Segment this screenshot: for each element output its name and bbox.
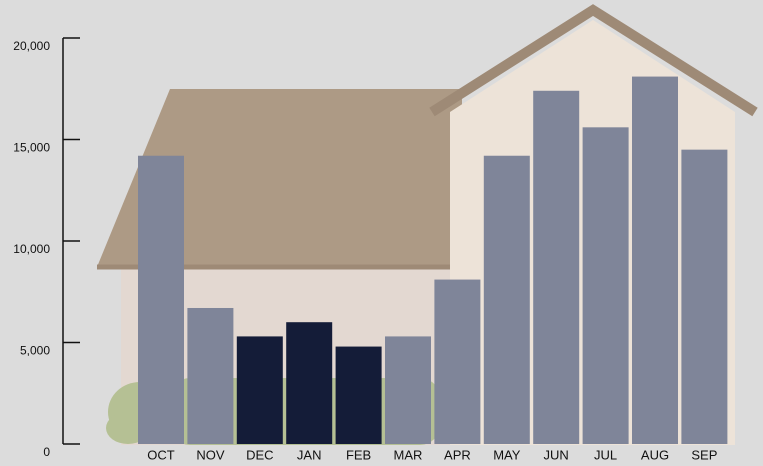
bar xyxy=(138,156,184,444)
x-tick-label: JAN xyxy=(297,447,322,462)
x-tick-label: APR xyxy=(444,447,471,462)
y-tick-label: 10,000 xyxy=(13,242,50,256)
bar xyxy=(583,127,629,444)
bar xyxy=(286,322,332,444)
x-tick-label: AUG xyxy=(641,447,669,462)
x-tick-label: MAY xyxy=(493,447,521,462)
y-tick-label: 0 xyxy=(43,445,50,459)
x-tick-label: MAR xyxy=(394,447,423,462)
bar xyxy=(385,336,431,444)
y-tick-label: 20,000 xyxy=(13,39,50,53)
bar xyxy=(533,91,579,444)
x-tick-label: DEC xyxy=(246,447,273,462)
bar xyxy=(336,347,382,444)
bar xyxy=(237,336,283,444)
bar xyxy=(434,280,480,444)
page: {"chart_data": {"type": "bar", "categori… xyxy=(0,0,763,466)
bar xyxy=(632,77,678,444)
x-tick-label: FEB xyxy=(346,447,371,462)
y-tick-label: 15,000 xyxy=(13,141,50,155)
x-tick-label: OCT xyxy=(147,447,175,462)
x-tick-label: NOV xyxy=(196,447,225,462)
bar xyxy=(187,308,233,444)
x-tick-label: SEP xyxy=(691,447,717,462)
bar xyxy=(484,156,530,444)
x-tick-label: JUN xyxy=(544,447,569,462)
x-tick-label: JUL xyxy=(594,447,617,462)
y-tick-label: 5,000 xyxy=(20,344,50,358)
bar xyxy=(681,150,727,444)
chart: 0 5,000 10,000 15,000 20,000 OCT NOV DEC JAN FEB M… xyxy=(0,0,763,466)
